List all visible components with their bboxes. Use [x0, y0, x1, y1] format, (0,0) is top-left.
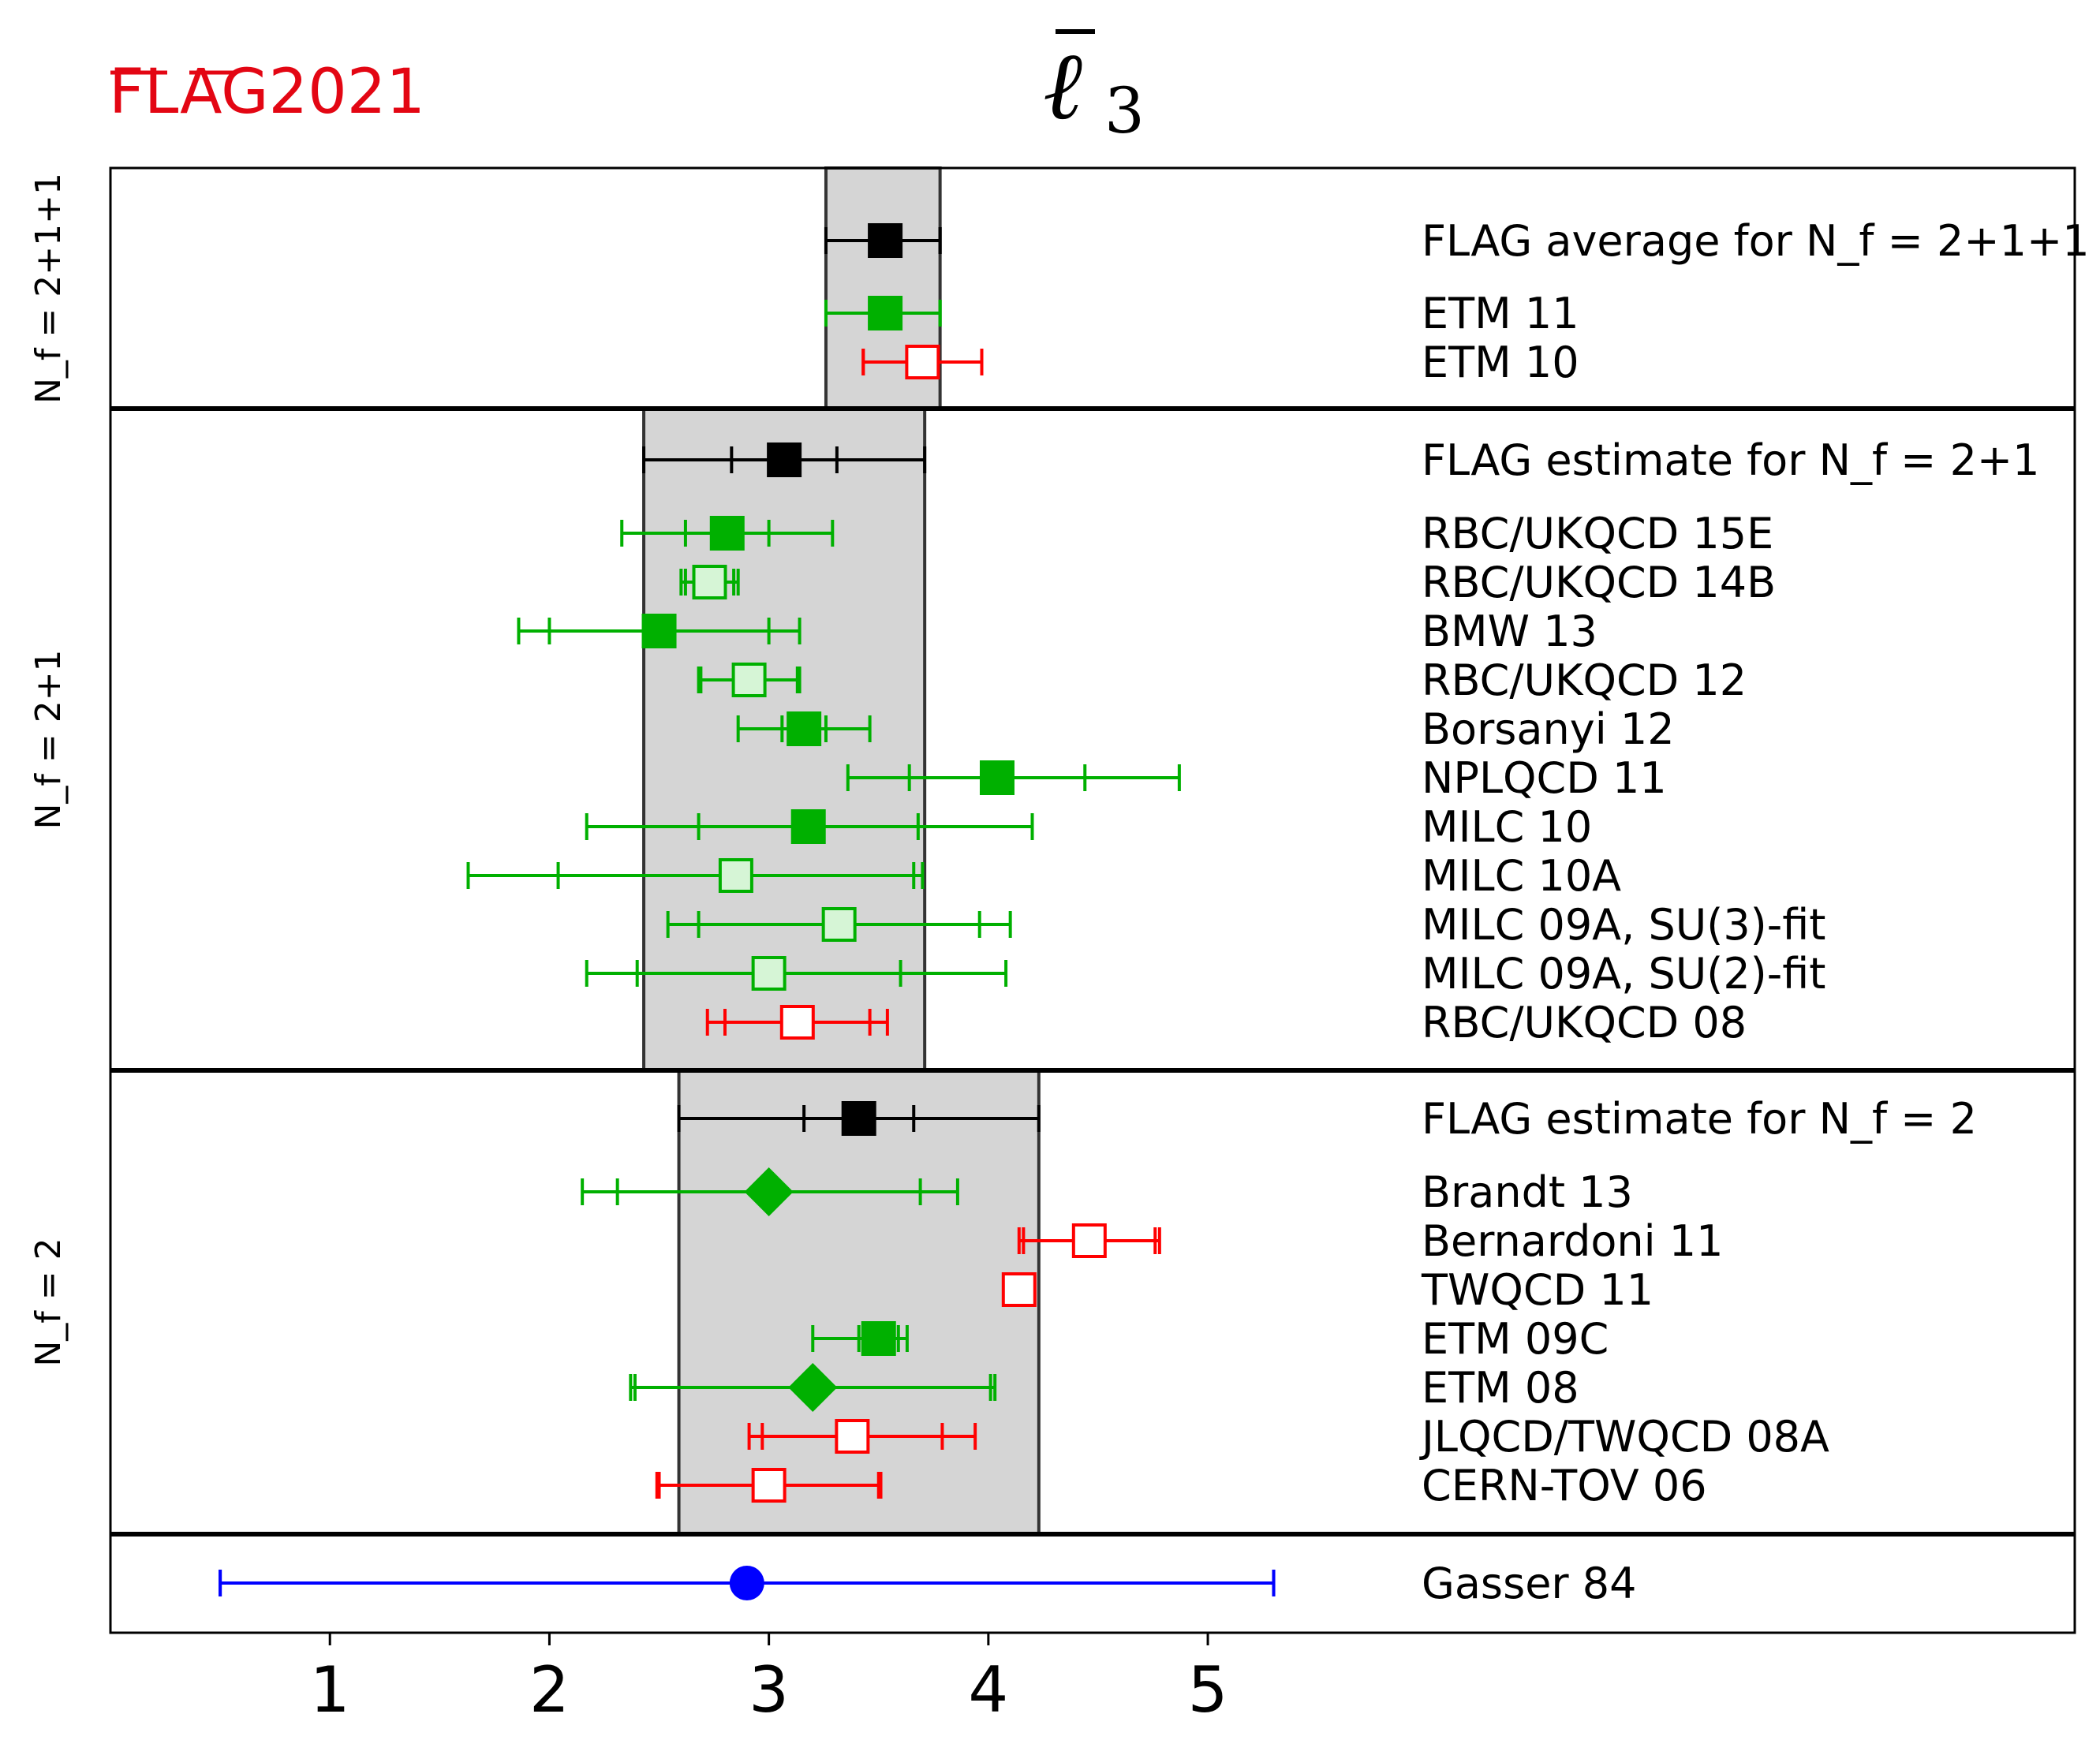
marker-square-light	[821, 907, 857, 942]
row-label: JLQCD/TWQCD 08A	[1419, 1412, 1829, 1462]
marker-square-open	[835, 1419, 870, 1454]
marker-square	[841, 1101, 876, 1136]
marker-circle	[729, 1566, 764, 1600]
row-label: ETM 09C	[1422, 1314, 1609, 1364]
data-row-bernardoni-11: Bernardoni 11	[1017, 1216, 1724, 1266]
marker-square-light	[692, 565, 727, 599]
row-label: MILC 09A, SU(3)-fit	[1422, 900, 1825, 950]
flag-logo: FLAG2021	[109, 57, 425, 128]
row-label: TWQCD 11	[1421, 1265, 1653, 1315]
row-label: MILC 09A, SU(2)-fit	[1422, 949, 1825, 999]
group-label: N_f = 2	[28, 1238, 69, 1366]
row-label: FLAG estimate for N_f = 2	[1422, 1094, 1977, 1144]
marker-diamond	[744, 1167, 794, 1216]
data-row-flag-estimate-for-n-f-2: FLAG estimate for N_f = 2	[677, 1094, 1977, 1144]
marker-square	[790, 809, 826, 844]
chart-title-subscript: 3	[1104, 74, 1145, 147]
row-label: RBC/UKQCD 15E	[1422, 509, 1773, 558]
data-row-etm-09c: ETM 09C	[811, 1314, 1609, 1364]
marker-square-open	[1071, 1223, 1107, 1258]
x-tick-label: 4	[968, 1653, 1008, 1727]
marker-square	[979, 760, 1015, 795]
data-row-milc-09a-su-2-fit: MILC 09A, SU(2)-fit	[585, 949, 1825, 999]
chart-title-symbol: ℓ	[1043, 32, 1082, 141]
data-row-milc-10a: MILC 10A	[466, 851, 1621, 901]
row-label: FLAG estimate for N_f = 2+1	[1422, 435, 2040, 485]
marker-square-light	[731, 663, 767, 697]
group-label: N_f = 2+1	[28, 649, 69, 829]
data-row-rbc-ukqcd-15e: RBC/UKQCD 15E	[620, 509, 1773, 558]
row-label: NPLQCD 11	[1422, 753, 1667, 803]
row-label: RBC/UKQCD 08	[1422, 998, 1747, 1047]
panel-frame	[109, 166, 2076, 410]
row-label: MILC 10	[1422, 802, 1592, 852]
marker-square-open	[1001, 1272, 1037, 1307]
row-label: ETM 10	[1422, 338, 1579, 387]
marker-square	[709, 516, 745, 551]
row-label: ETM 11	[1422, 289, 1579, 338]
data-row-twqcd-11: TWQCD 11	[1001, 1265, 1653, 1315]
marker-square-open	[779, 1005, 815, 1040]
x-tick-label: 2	[529, 1653, 570, 1727]
marker-square	[868, 296, 903, 330]
marker-square	[861, 1321, 896, 1356]
marker-square-light	[718, 858, 753, 893]
marker-square-open	[751, 1468, 787, 1503]
x-tick-label: 3	[749, 1653, 789, 1727]
data-row-nplqcd-11: NPLQCD 11	[846, 753, 1667, 803]
row-label: RBC/UKQCD 14B	[1422, 558, 1776, 607]
group-label: N_f = 2+1+1	[28, 173, 69, 404]
marker-diamond	[788, 1363, 838, 1412]
data-row-flag-estimate-for-n-f-2-1: FLAG estimate for N_f = 2+1	[642, 435, 2040, 485]
data-row-flag-average-for-n-f-2-1-1: FLAG average for N_f = 2+1+1	[824, 216, 2090, 266]
data-row-rbc-ukqcd-14b: RBC/UKQCD 14B	[679, 558, 1776, 607]
data-row-etm-08: ETM 08	[629, 1363, 1579, 1413]
row-label: RBC/UKQCD 12	[1422, 655, 1747, 705]
marker-square	[641, 614, 677, 648]
row-label: Brandt 13	[1422, 1167, 1633, 1217]
chart-title: ℓ 3	[1043, 29, 1145, 147]
data-row-gasser-84: Gasser 84	[219, 1559, 1637, 1608]
flag-average-band	[677, 1069, 1041, 1536]
data-row-jlqcd-twqcd-08a: JLQCD/TWQCD 08A	[747, 1412, 1829, 1462]
data-row-rbc-ukqcd-08: RBC/UKQCD 08	[705, 998, 1747, 1047]
row-label: Gasser 84	[1422, 1559, 1637, 1608]
x-tick-label: 5	[1188, 1653, 1228, 1727]
marker-square-light	[751, 956, 787, 991]
data-row-borsanyi-12: Borsanyi 12	[736, 704, 1675, 754]
data-row-milc-09a-su-3-fit: MILC 09A, SU(3)-fit	[666, 900, 1825, 950]
row-label: CERN-TOV 06	[1422, 1461, 1707, 1510]
data-row-brandt-13: Brandt 13	[581, 1167, 1633, 1217]
data-row-bmw-13: BMW 13	[517, 607, 1597, 656]
data-row-rbc-ukqcd-12: RBC/UKQCD 12	[697, 655, 1747, 705]
data-row-etm-10: ETM 10	[861, 338, 1579, 387]
x-tick-label: 1	[310, 1653, 350, 1727]
row-label: Bernardoni 11	[1422, 1216, 1724, 1266]
marker-square-open	[905, 345, 940, 379]
flag-logo-text: FLAG2021	[109, 57, 425, 128]
marker-square	[767, 442, 802, 477]
data-row-cern-tov-06: CERN-TOV 06	[655, 1461, 1707, 1510]
row-label: MILC 10A	[1422, 851, 1621, 901]
row-label: Borsanyi 12	[1422, 704, 1675, 754]
marker-square	[868, 223, 903, 258]
row-label: ETM 08	[1422, 1363, 1579, 1413]
row-label: FLAG average for N_f = 2+1+1	[1422, 216, 2090, 266]
data-row-milc-10: MILC 10	[585, 802, 1592, 852]
data-row-etm-11: ETM 11	[824, 289, 1579, 338]
marker-square	[787, 711, 822, 746]
row-label: BMW 13	[1422, 607, 1597, 656]
